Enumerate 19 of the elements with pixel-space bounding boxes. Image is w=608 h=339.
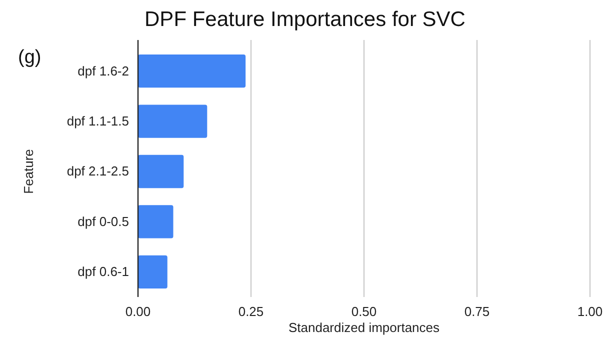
y-tick-label: dpf 0.6-1 <box>78 264 129 280</box>
bar <box>138 205 174 238</box>
y-tick-label: dpf 1.1-1.5 <box>66 113 129 128</box>
x-axis-title: Standardized importances <box>288 320 440 335</box>
x-tick-label: 1.00 <box>577 304 603 320</box>
chart-title: DPF Feature Importances for SVC <box>144 8 466 31</box>
bar <box>138 154 184 188</box>
y-tick-label: dpf 2.1-2.5 <box>66 164 129 179</box>
x-tick-label: 0.50 <box>351 304 377 320</box>
x-tick-label: 0.75 <box>464 304 490 320</box>
text: (g) <box>18 47 42 68</box>
bar <box>138 104 208 138</box>
bar <box>138 255 168 288</box>
y-tick-label: dpf 1.6-2 <box>78 63 129 78</box>
x-tick-label: 0.25 <box>238 304 264 320</box>
y-tick-label: dpf 0-0.5 <box>78 214 129 229</box>
y-axis-title: Feature <box>21 149 36 194</box>
bar <box>138 54 246 88</box>
x-tick-label: 0.00 <box>125 304 151 320</box>
